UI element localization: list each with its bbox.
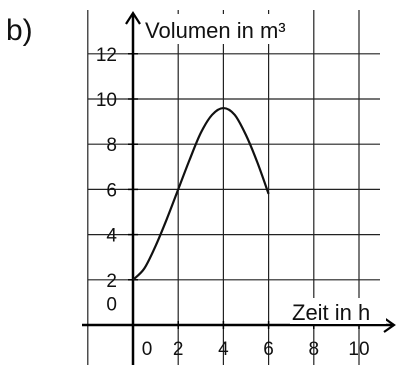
y-tick-label: 8 bbox=[106, 135, 117, 156]
y-axis-label: Volumen in m³ bbox=[145, 18, 286, 43]
series-line bbox=[132, 106, 270, 281]
x-axis-label-background bbox=[290, 298, 386, 324]
x-ticks: 0 2 4 6 8 10 bbox=[142, 321, 370, 360]
x-tick-label: 6 bbox=[263, 339, 274, 360]
y-tick-label: 6 bbox=[106, 180, 117, 201]
part-label: b) bbox=[6, 14, 33, 47]
x-tick-label: 2 bbox=[173, 339, 184, 360]
y-ticks: 02 4 6 8 10 12 bbox=[96, 45, 138, 315]
series-group bbox=[132, 106, 270, 281]
y-tick-label: 10 bbox=[96, 90, 117, 111]
x-tick-label: 4 bbox=[218, 339, 229, 360]
x-axis-label: Zeit in h bbox=[292, 300, 370, 325]
y-tick-label: 0 bbox=[106, 294, 117, 315]
y-tick-label: 12 bbox=[96, 45, 117, 66]
x-tick-label: 0 bbox=[142, 339, 153, 360]
x-tick-label: 8 bbox=[309, 339, 320, 360]
y-axis-label-background bbox=[142, 14, 308, 44]
x-axis-arrow bbox=[383, 317, 396, 333]
x-tick-label: 10 bbox=[348, 339, 369, 360]
y-axis-arrow bbox=[125, 10, 141, 25]
y-tick-label: 4 bbox=[106, 226, 117, 247]
y-tick-label: 2 bbox=[106, 271, 117, 292]
